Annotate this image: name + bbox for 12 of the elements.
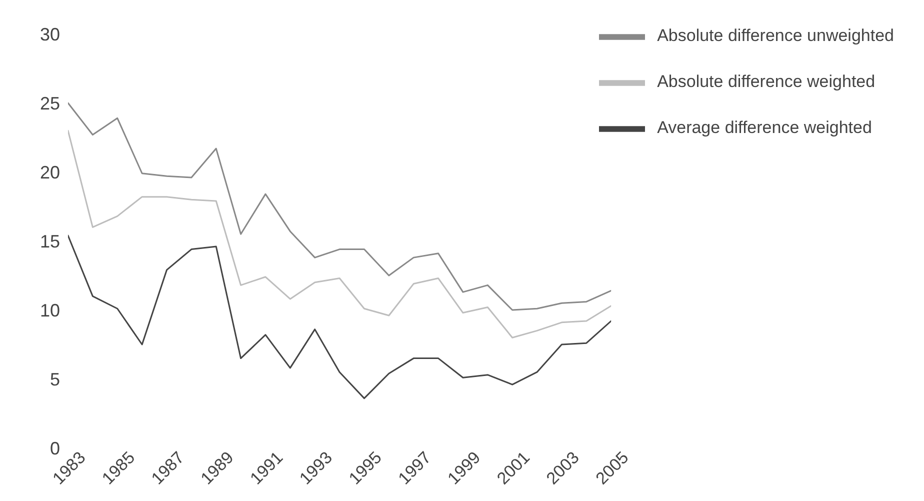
y-tick-label: 15 bbox=[40, 231, 60, 252]
y-tick-label: 30 bbox=[40, 24, 60, 44]
y-tick-label: 20 bbox=[40, 162, 60, 182]
legend-label: Absolute difference unweighted bbox=[657, 26, 894, 46]
y-tick-label: 25 bbox=[40, 93, 60, 114]
y-tick-label: 10 bbox=[40, 300, 60, 320]
line-series bbox=[68, 234, 612, 400]
legend-label: Absolute difference weighted bbox=[657, 72, 876, 92]
legend-label: Average difference weighted bbox=[657, 118, 872, 138]
y-tick-label: 5 bbox=[50, 369, 60, 390]
line-series bbox=[68, 130, 612, 338]
line-series bbox=[68, 102, 612, 311]
